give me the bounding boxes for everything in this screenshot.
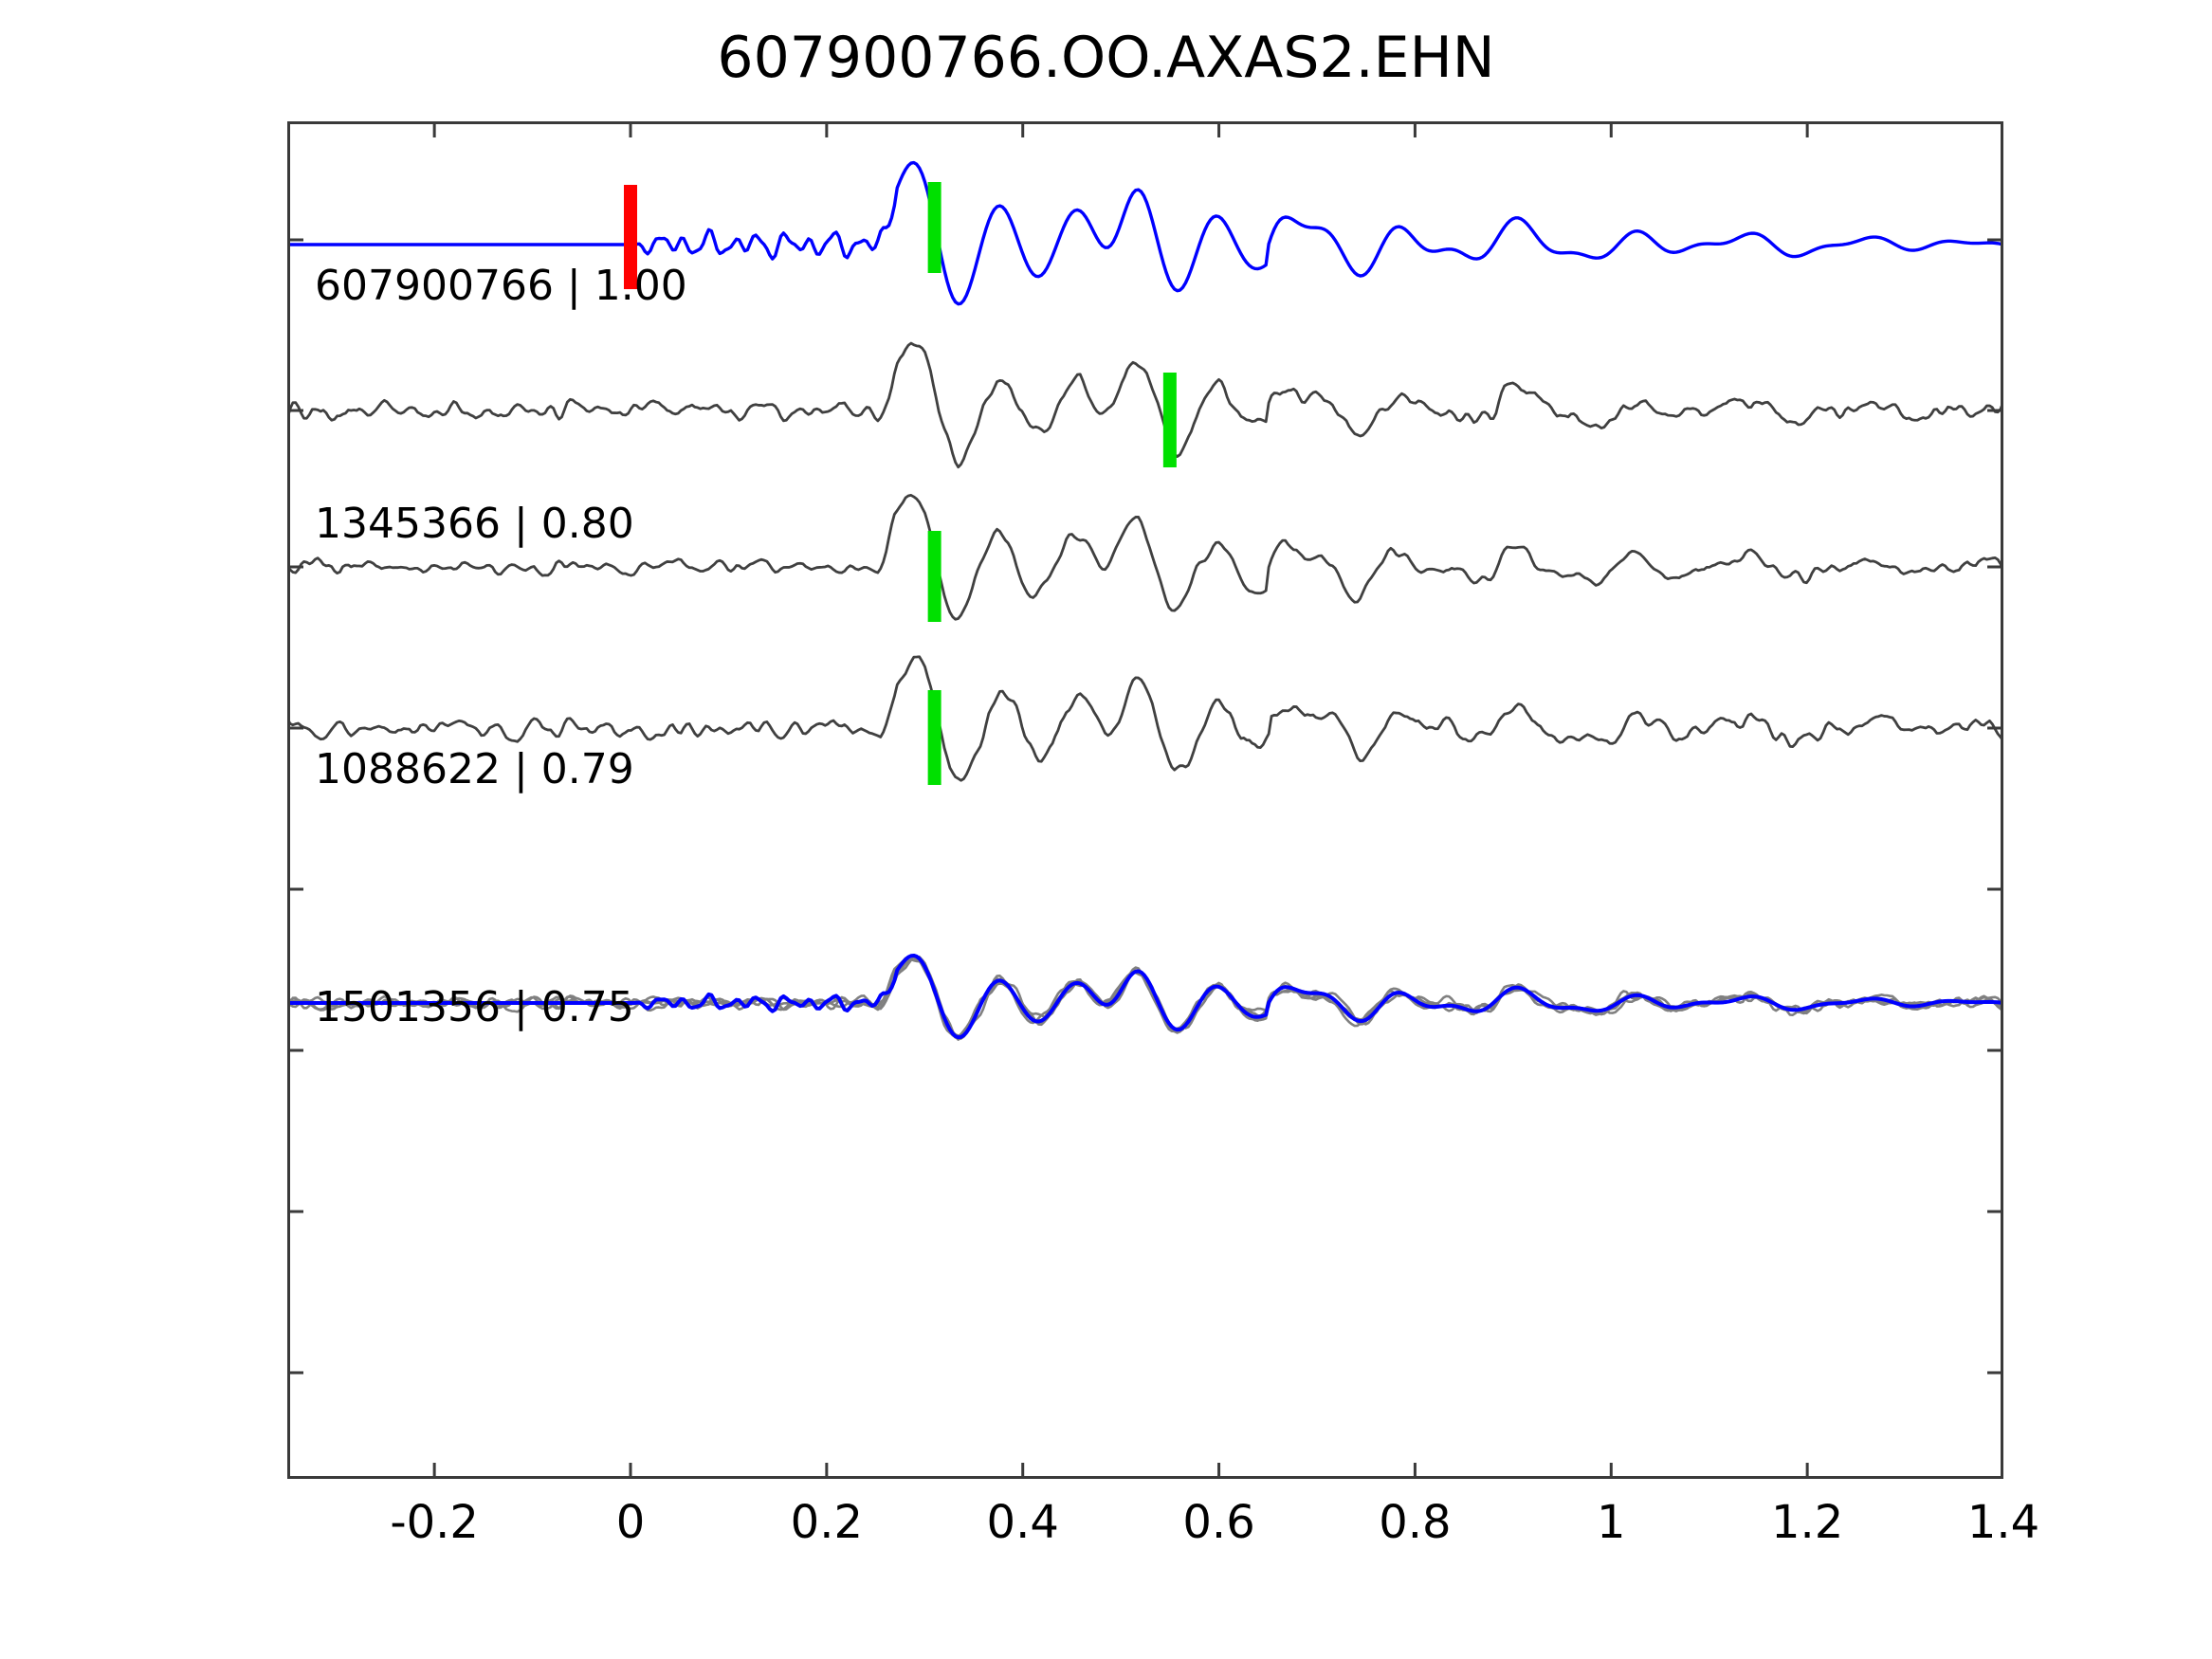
phase-pick-marker-green — [1162, 373, 1177, 467]
waveform-trace-1088622 — [287, 494, 2003, 621]
phase-pick-marker-green — [927, 182, 941, 273]
x-tick-label: 1.2 — [1770, 1496, 1844, 1549]
trace-label-1088622: 1088622 | 0.79 — [315, 745, 634, 793]
trace-label-607900766: 607900766 | 1.00 — [315, 262, 687, 310]
x-tick-label: 1 — [1597, 1496, 1626, 1549]
plot-axes — [287, 121, 2003, 1479]
origin-time-marker-red — [624, 185, 637, 289]
x-tick-label: 0.8 — [1379, 1496, 1452, 1549]
x-tick-label: 0.6 — [1182, 1496, 1255, 1549]
stack-template-trace — [287, 953, 2003, 1040]
x-tick-label: 0 — [615, 1496, 646, 1549]
phase-pick-marker-green — [927, 531, 941, 622]
waveform-canvas — [287, 121, 2003, 1479]
waveform-trace-1345366 — [287, 341, 2003, 469]
x-tick-label: 1.4 — [1966, 1496, 2040, 1549]
page-title: 607900766.OO.AXAS2.EHN — [717, 25, 1495, 91]
trace-label-1345366: 1345366 | 0.80 — [315, 500, 634, 548]
waveform-trace-607900766 — [287, 160, 2003, 306]
x-tick-label: 0.4 — [986, 1496, 1059, 1549]
trace-label-1501356: 1501356 | 0.75 — [315, 983, 634, 1031]
waveform-trace-1501356 — [287, 655, 2003, 782]
phase-pick-marker-green — [927, 690, 941, 785]
x-tick-label: -0.2 — [390, 1496, 479, 1549]
x-tick-label: 0.2 — [790, 1496, 864, 1549]
